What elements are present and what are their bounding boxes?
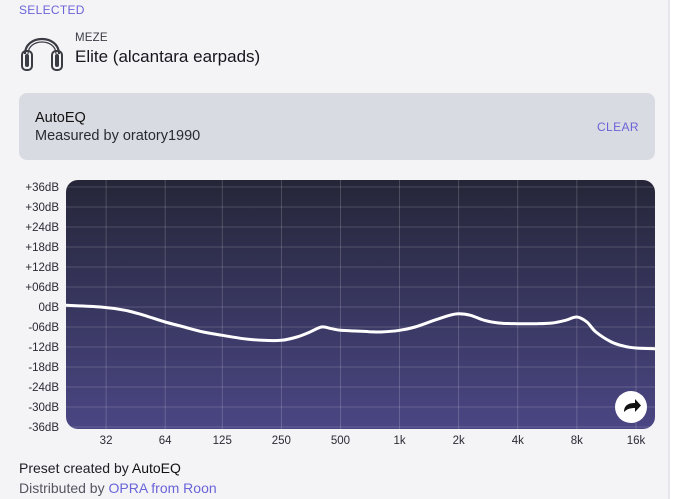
selected-device[interactable]: MEZE Elite (alcantara earpads): [19, 24, 659, 76]
x-tick-label: 500: [331, 435, 350, 447]
x-tick-label: 32: [100, 435, 113, 447]
clear-button[interactable]: CLEAR: [596, 120, 639, 134]
preset-credit-prefix: Preset created by: [19, 460, 129, 476]
panel-divider: [668, 0, 670, 499]
opra-link[interactable]: OPRA from Roon: [108, 480, 217, 496]
share-arrow-icon: [624, 399, 641, 412]
y-tick-label: -18dB: [28, 362, 59, 374]
x-tick-label: 16k: [627, 435, 646, 447]
x-tick-label: 125: [213, 435, 232, 447]
preset-credit: Preset created by AutoEQ: [19, 460, 181, 476]
eq-chart: +36dB +30dB +24dB +18dB +12dB +06dB 0dB -06dB -1…: [25, 180, 655, 447]
x-tick-label: 8k: [571, 435, 583, 447]
distribution-credit: Distributed by OPRA from Roon: [19, 480, 217, 496]
eq-preset-card: AutoEQ Measured by oratory1990 CLEAR: [19, 93, 655, 160]
device-model: Elite (alcantara earpads): [75, 47, 261, 66]
preset-credit-author: AutoEQ: [131, 460, 181, 476]
y-tick-label: +06dB: [25, 282, 59, 294]
preset-measured-by: Measured by oratory1990: [35, 128, 201, 144]
x-tick-label: 64: [159, 435, 172, 447]
y-tick-label: -06dB: [28, 322, 59, 334]
share-button[interactable]: [615, 391, 647, 423]
y-tick-label: +36dB: [25, 182, 59, 194]
eq-curve-line: [66, 303, 655, 351]
y-axis-labels: +36dB +30dB +24dB +18dB +12dB +06dB 0dB -06dB -1…: [25, 182, 59, 434]
y-tick-label: +12dB: [25, 262, 59, 274]
x-tick-label: 2k: [453, 435, 465, 447]
y-tick-label: -30dB: [28, 402, 59, 414]
y-tick-label: +30dB: [25, 202, 59, 214]
y-tick-label: -36dB: [28, 422, 59, 434]
y-tick-label: -12dB: [28, 342, 59, 354]
y-tick-label: 0dB: [39, 302, 60, 314]
eq-curve-group: [66, 303, 655, 351]
x-tick-label: 250: [272, 435, 291, 447]
device-brand: MEZE: [75, 32, 108, 44]
chart-plot-area: [66, 180, 655, 429]
preset-title: AutoEQ: [35, 110, 86, 126]
chart-grid: [66, 180, 655, 429]
y-tick-label: +18dB: [25, 242, 59, 254]
y-tick-label: +24dB: [25, 222, 59, 234]
headphones-icon: [21, 38, 63, 71]
x-tick-label: 1k: [393, 435, 405, 447]
distribution-prefix: Distributed by: [19, 480, 105, 496]
y-tick-label: -24dB: [28, 382, 59, 394]
x-axis-labels: 32 64 125 250 500 1k 2k 4k 8k 16k: [100, 435, 646, 447]
section-label: SELECTED: [19, 3, 85, 17]
panel-gutter: [670, 0, 690, 499]
x-tick-label: 4k: [512, 435, 524, 447]
